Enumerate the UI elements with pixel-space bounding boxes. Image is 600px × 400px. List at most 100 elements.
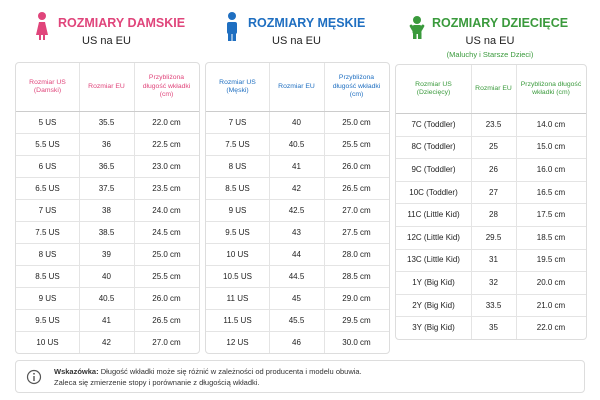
table-cell: 24.5 cm	[152, 227, 181, 237]
row-divider	[396, 271, 586, 273]
column-header: Przybliżona długość wkładki (cm)	[520, 80, 582, 96]
table-cell: 36	[102, 139, 111, 149]
table-cell: 7.5 US	[225, 139, 250, 149]
panel-title: ROZMIARY DAMSKIE	[58, 16, 186, 30]
row-divider	[16, 177, 199, 178]
row-divider	[16, 287, 199, 288]
table-cell: 42	[102, 337, 111, 347]
table-cell: 13C (Little Kid)	[407, 255, 460, 265]
column-header: Przybliżona długość wkładki (cm)	[142, 74, 191, 99]
tip-text: Zaleca się zmierzenie stopy i porównanie…	[54, 378, 260, 387]
table-cell: 18.5 cm	[536, 232, 566, 242]
column-divider	[516, 65, 517, 339]
table-cell: 1Y (Big Kid)	[412, 277, 455, 287]
table-cell: 45.5	[288, 315, 305, 325]
info-icon	[26, 369, 42, 385]
table-cell: 26.5 cm	[152, 315, 181, 325]
table-cell: 11.5 US	[223, 315, 252, 325]
table-cell: 8 US	[228, 161, 247, 171]
row-divider	[16, 265, 199, 266]
table-cell: 46	[292, 337, 301, 347]
row-divider	[396, 158, 586, 160]
row-divider	[206, 133, 389, 134]
table-cell: 25.0 cm	[342, 117, 371, 127]
panel-note: (Maluchy i Starsze Dzieci)	[446, 50, 534, 59]
table-cell: 22.5 cm	[152, 139, 181, 149]
column-divider	[324, 63, 325, 353]
table-cell: 40	[102, 271, 111, 281]
table-cell: 23.5	[485, 119, 502, 129]
row-divider	[206, 243, 389, 244]
icons	[36, 12, 425, 41]
table-cell: 9 US	[228, 205, 247, 215]
row-divider	[16, 221, 199, 222]
column-divider	[269, 63, 270, 353]
row-divider	[206, 177, 389, 178]
table-cell: 29.5	[485, 232, 502, 242]
tip-label: Wskazówka:	[54, 367, 99, 376]
table-cell: 12 US	[226, 337, 249, 347]
table-cell: 28.0 cm	[342, 249, 371, 259]
table-cell: 21.0 cm	[536, 300, 566, 310]
table-cell: 43	[292, 227, 301, 237]
table-cell: 26.0 cm	[342, 161, 371, 171]
row-divider	[16, 243, 199, 244]
table-cell: 23.0 cm	[152, 161, 181, 171]
table-cell: 26	[489, 164, 498, 174]
table-cell: 36.5	[98, 161, 115, 171]
row-divider	[206, 287, 389, 288]
row-divider	[396, 226, 586, 227]
table-cell: 27.5 cm	[342, 227, 371, 237]
row-divider	[16, 331, 199, 332]
woman-icon	[36, 12, 48, 40]
table-cell: 41	[292, 161, 301, 171]
row-divider	[396, 316, 586, 318]
table-cell: 9.5 US	[35, 315, 60, 325]
table-cell: 8.5 US	[35, 271, 60, 281]
table-cell: 42	[292, 183, 301, 193]
table-cell: 2Y (Big Kid)	[412, 300, 455, 310]
table-cell: 25	[489, 142, 498, 152]
table-cell: 27	[489, 187, 498, 197]
table-cell: 44.5	[288, 271, 305, 281]
column-divider	[134, 63, 135, 353]
table-cell: 8C (Toddler)	[411, 142, 456, 152]
row-divider	[16, 199, 199, 200]
table-cell: 10C (Toddler)	[409, 187, 458, 197]
column-header: Rozmiar US (Dziecięcy)	[415, 80, 452, 96]
table-cell: 17.5 cm	[536, 210, 566, 220]
table-cell: 3Y (Big Kid)	[412, 323, 455, 333]
size-table: Rozmiar US (Damski) Rozmiar EU Przybliżona…	[15, 62, 200, 354]
table-cell: 9C (Toddler)	[411, 164, 456, 174]
row-divider	[206, 199, 389, 200]
table-cell: 8 US	[38, 249, 57, 259]
table-cell: 35.5	[98, 117, 115, 127]
column-divider	[79, 63, 80, 353]
row-divider	[16, 155, 199, 156]
size-table: Rozmiar US (Dziecięcy) Rozmiar EU Przybliż…	[395, 64, 587, 340]
table-cell: 9.5 US	[225, 227, 250, 237]
row-divider	[396, 293, 586, 295]
row-divider	[206, 265, 389, 266]
row-divider	[16, 309, 199, 310]
table-cell: 29.0 cm	[342, 293, 371, 303]
row-divider	[206, 309, 389, 310]
table-cell: 6 US	[38, 161, 57, 171]
tip-box: Wskazówka: Długość wkładki może się różn…	[15, 360, 585, 393]
column-header: Rozmiar US (Damski)	[29, 78, 66, 94]
table-cell: 10 US	[36, 337, 59, 347]
table-cell: 27.0 cm	[342, 205, 371, 215]
table-cell: 40	[292, 117, 301, 127]
row-divider	[206, 155, 389, 156]
table-cell: 32	[489, 277, 498, 287]
panel-subtitle: US na EU	[272, 35, 321, 47]
column-header: Rozmiar EU	[278, 82, 315, 90]
table-cell: 24.0 cm	[152, 205, 181, 215]
column-header: Przybliżona długość wkładki (cm)	[332, 74, 381, 99]
table-cell: 37.5	[98, 183, 115, 193]
table-cell: 26.5 cm	[342, 183, 371, 193]
header-divider	[206, 111, 389, 112]
table-cell: 28	[489, 210, 498, 220]
table-cell: 38.5	[98, 227, 115, 237]
